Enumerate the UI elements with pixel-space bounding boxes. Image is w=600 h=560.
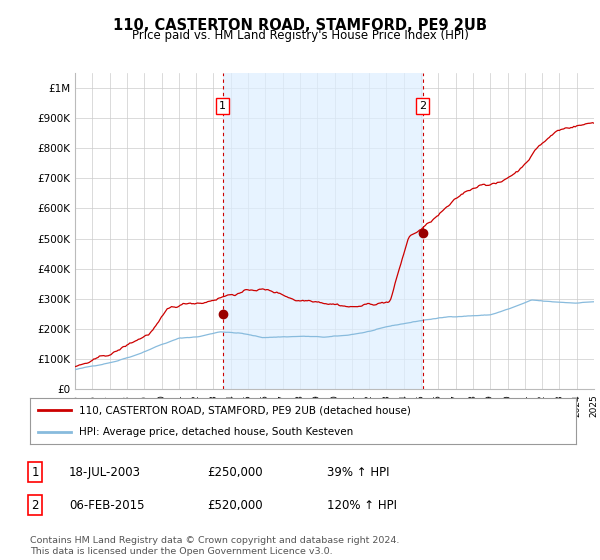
Text: £250,000: £250,000 (207, 465, 263, 479)
Text: 18-JUL-2003: 18-JUL-2003 (69, 465, 141, 479)
Text: 39% ↑ HPI: 39% ↑ HPI (327, 465, 389, 479)
Text: £520,000: £520,000 (207, 498, 263, 512)
Text: 1: 1 (31, 465, 39, 479)
Text: 120% ↑ HPI: 120% ↑ HPI (327, 498, 397, 512)
Text: 110, CASTERTON ROAD, STAMFORD, PE9 2UB (detached house): 110, CASTERTON ROAD, STAMFORD, PE9 2UB (… (79, 405, 411, 416)
Text: 2: 2 (31, 498, 39, 512)
Text: 110, CASTERTON ROAD, STAMFORD, PE9 2UB: 110, CASTERTON ROAD, STAMFORD, PE9 2UB (113, 18, 487, 33)
Text: 06-FEB-2015: 06-FEB-2015 (69, 498, 145, 512)
Bar (223, 73, 422, 389)
Text: 2: 2 (419, 101, 426, 111)
Text: Contains HM Land Registry data © Crown copyright and database right 2024.
This d: Contains HM Land Registry data © Crown c… (30, 536, 400, 556)
Text: HPI: Average price, detached house, South Kesteven: HPI: Average price, detached house, Sout… (79, 427, 353, 437)
Text: Price paid vs. HM Land Registry's House Price Index (HPI): Price paid vs. HM Land Registry's House … (131, 29, 469, 42)
Text: 1: 1 (219, 101, 226, 111)
